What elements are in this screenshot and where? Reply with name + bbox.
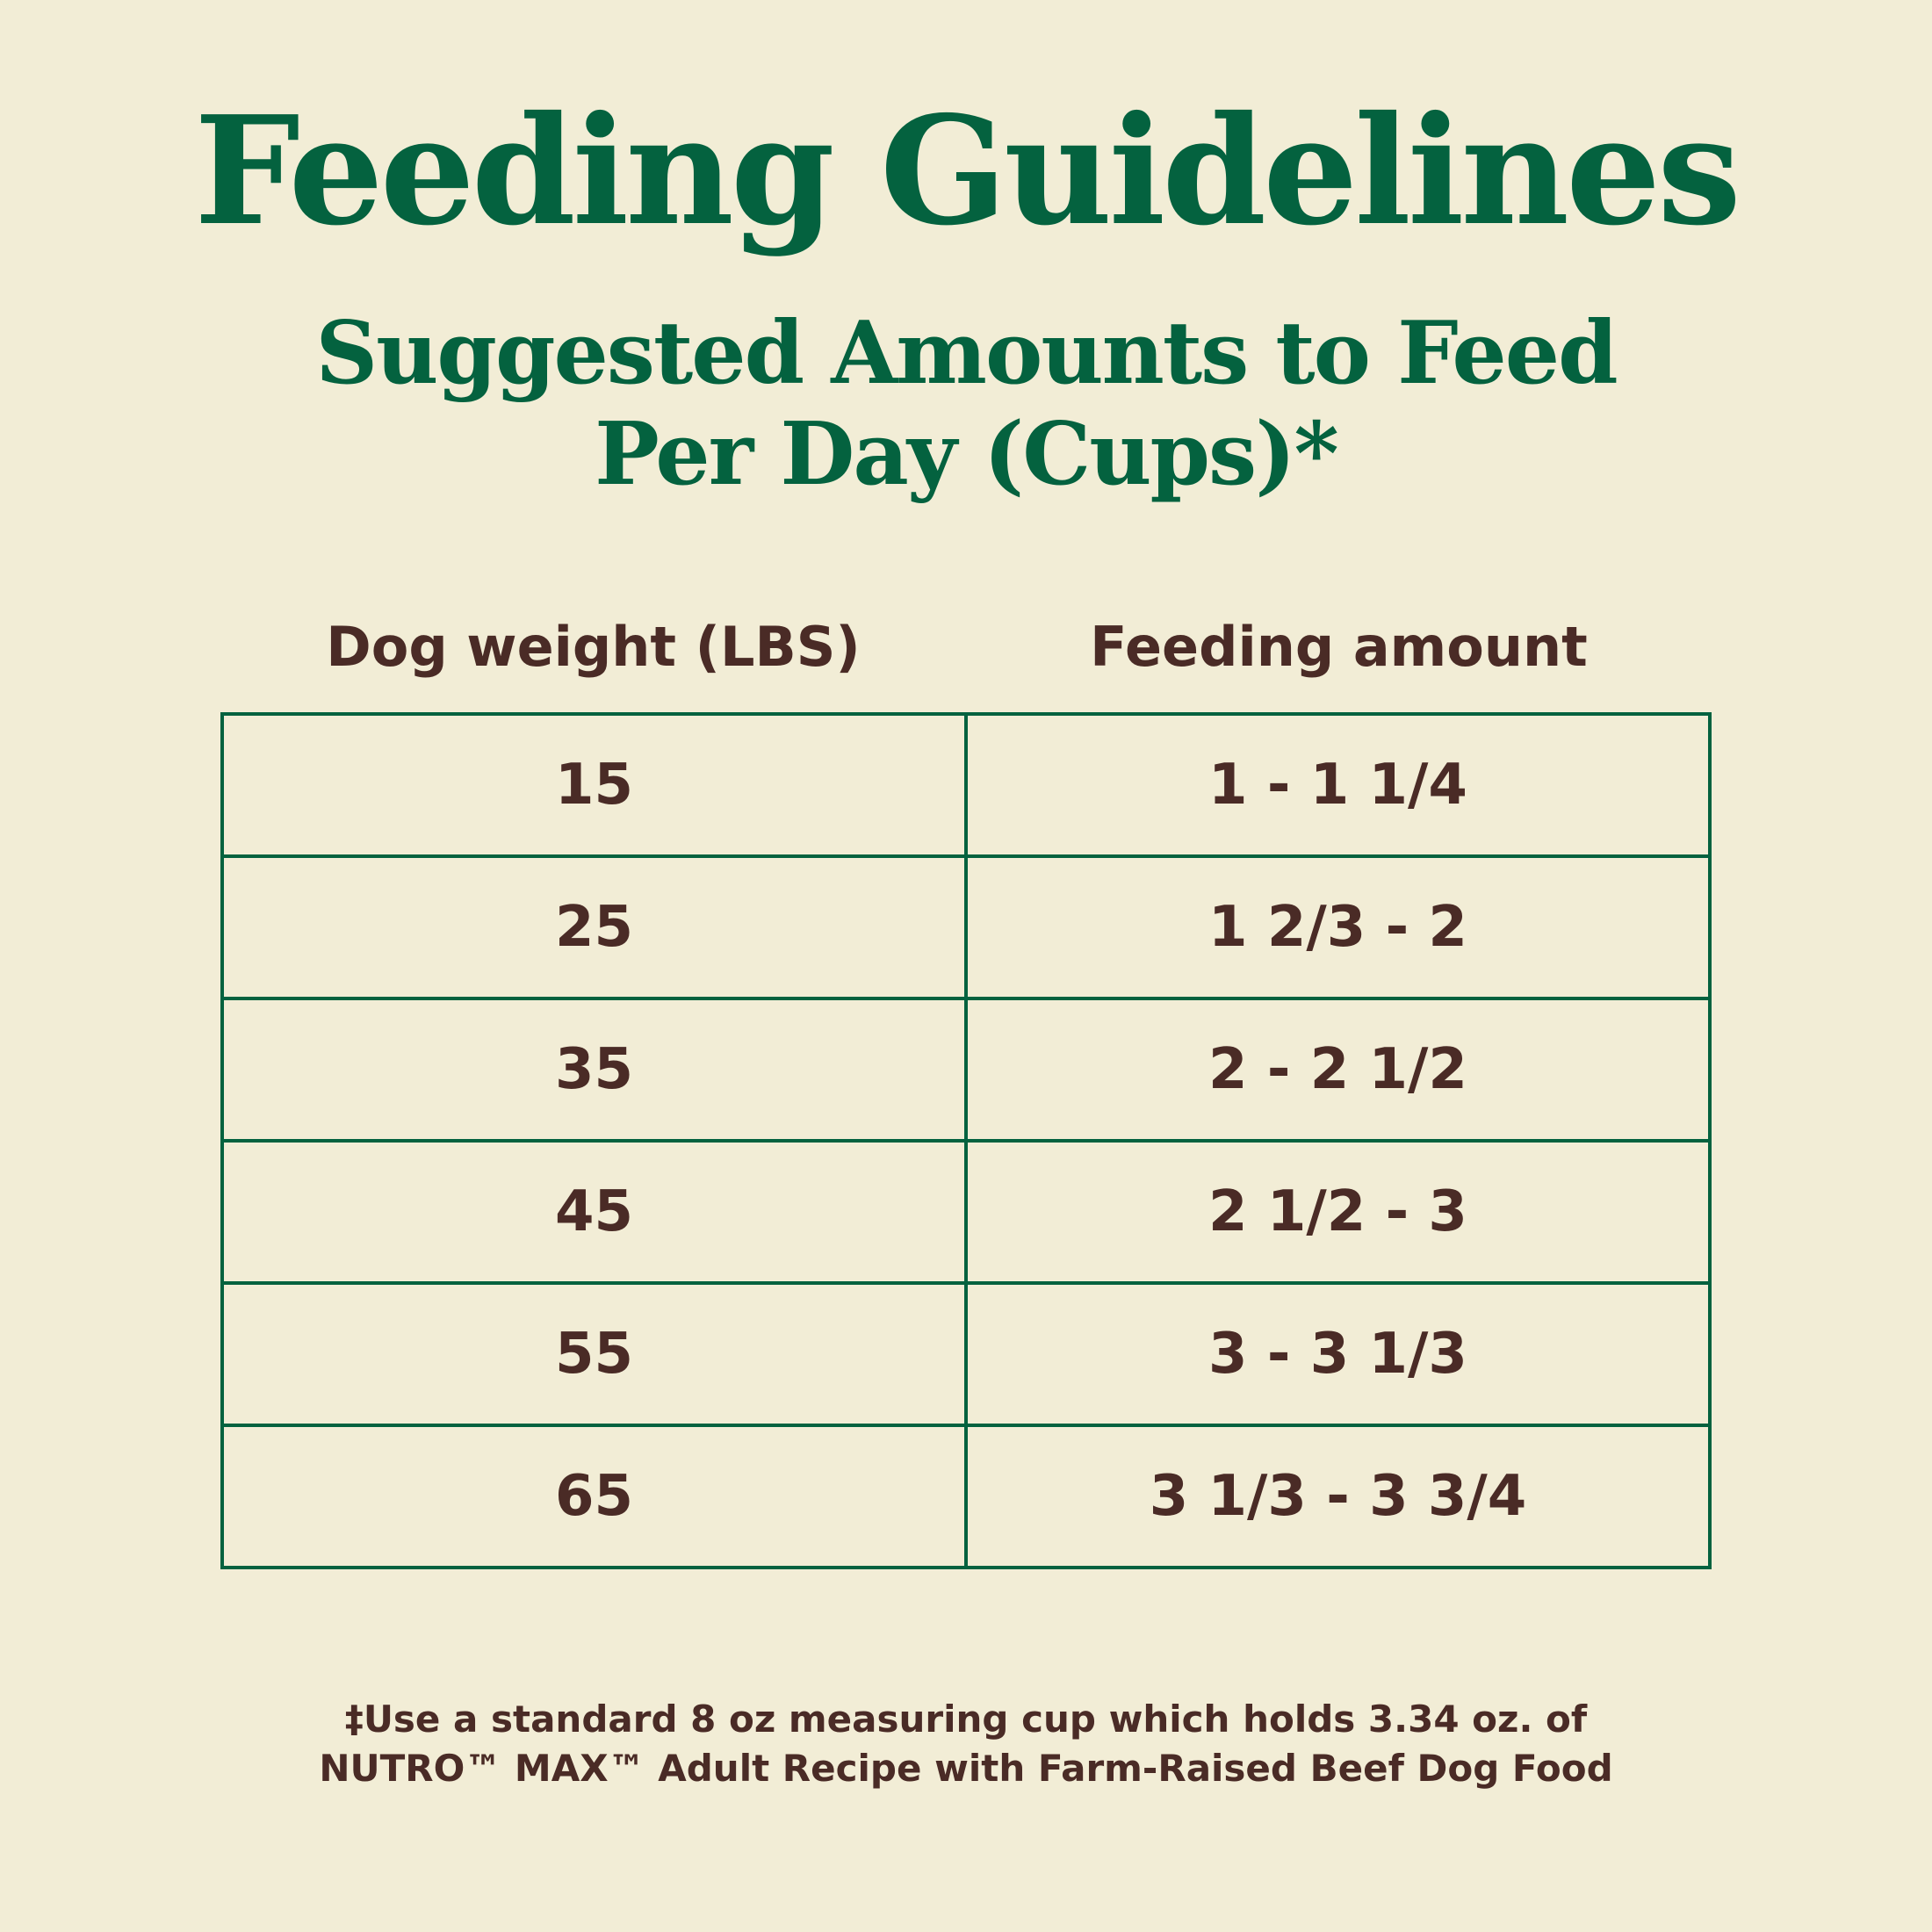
table-cell: 25: [220, 854, 968, 1000]
table-cell: 55: [220, 1281, 968, 1427]
table-cell: 1 2/3 - 2: [964, 854, 1712, 1000]
subtitle: Suggested Amounts to Feed: [315, 303, 1618, 404]
column-header: Feeding amount: [1090, 615, 1588, 679]
table-cell: 65: [220, 1424, 968, 1569]
table-cell: 2 - 2 1/2: [964, 997, 1712, 1143]
table-cell: 45: [220, 1139, 968, 1285]
table-cell: 3 1/3 - 3 3/4: [964, 1424, 1712, 1569]
subtitle: Per Day (Cups)*: [595, 404, 1339, 505]
table-row: 55 3 - 3 1/3: [220, 1281, 1712, 1427]
table-cell: 35: [220, 997, 968, 1143]
table-row: 35 2 - 2 1/2: [220, 997, 1712, 1143]
footnote: ‡Use a standard 8 oz measuring cup which…: [344, 1698, 1588, 1741]
table-row: 15 1 - 1 1/4: [220, 712, 1712, 858]
table-row: 65 3 1/3 - 3 3/4: [220, 1424, 1712, 1569]
table-cell: 3 - 3 1/3: [964, 1281, 1712, 1427]
footnote: NUTRO™ MAX™ Adult Recipe with Farm-Raise…: [319, 1747, 1613, 1790]
column-header: Dog weight (LBS): [326, 615, 861, 679]
table-cell: 2 1/2 - 3: [964, 1139, 1712, 1285]
table-row: 25 1 2/3 - 2: [220, 854, 1712, 1000]
table-row: 45 2 1/2 - 3: [220, 1139, 1712, 1285]
table-cell: 1 - 1 1/4: [964, 712, 1712, 858]
feeding-table: 15 1 - 1 1/4 25 1 2/3 - 2 35 2 - 2 1/2 45 2 1/2…: [220, 712, 1712, 1569]
table-cell: 15: [220, 712, 968, 858]
title: Feeding Guidelines: [194, 83, 1741, 259]
